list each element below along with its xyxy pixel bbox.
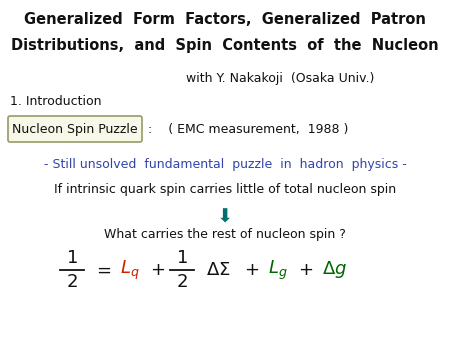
Text: 1. Introduction: 1. Introduction [10, 95, 102, 108]
Text: $+$: $+$ [150, 261, 166, 279]
Text: $1$: $1$ [176, 249, 188, 267]
Text: $=$: $=$ [93, 261, 111, 279]
Text: $\Delta g$: $\Delta g$ [323, 260, 347, 281]
Text: $2$: $2$ [66, 273, 78, 291]
Text: $L_g$: $L_g$ [268, 258, 288, 282]
Text: $1$: $1$ [66, 249, 78, 267]
Text: Nucleon Spin Puzzle: Nucleon Spin Puzzle [12, 122, 138, 136]
Text: - Still unsolved  fundamental  puzzle  in  hadron  physics -: - Still unsolved fundamental puzzle in h… [44, 158, 406, 171]
Text: ⬇: ⬇ [217, 208, 233, 227]
Text: $\Delta\Sigma$: $\Delta\Sigma$ [206, 261, 230, 279]
Text: with Y. Nakakoji  (Osaka Univ.): with Y. Nakakoji (Osaka Univ.) [186, 72, 374, 85]
Text: :    ( EMC measurement,  1988 ): : ( EMC measurement, 1988 ) [148, 122, 348, 136]
Text: Generalized  Form  Factors,  Generalized  Patron: Generalized Form Factors, Generalized Pa… [24, 12, 426, 27]
FancyBboxPatch shape [8, 116, 142, 142]
Text: Distributions,  and  Spin  Contents  of  the  Nucleon: Distributions, and Spin Contents of the … [11, 38, 439, 53]
Text: $+$: $+$ [244, 261, 260, 279]
Text: If intrinsic quark spin carries little of total nucleon spin: If intrinsic quark spin carries little o… [54, 183, 396, 196]
Text: $2$: $2$ [176, 273, 188, 291]
Text: $+$: $+$ [298, 261, 314, 279]
Text: $L_q$: $L_q$ [120, 258, 140, 282]
Text: What carries the rest of nucleon spin ?: What carries the rest of nucleon spin ? [104, 228, 346, 241]
